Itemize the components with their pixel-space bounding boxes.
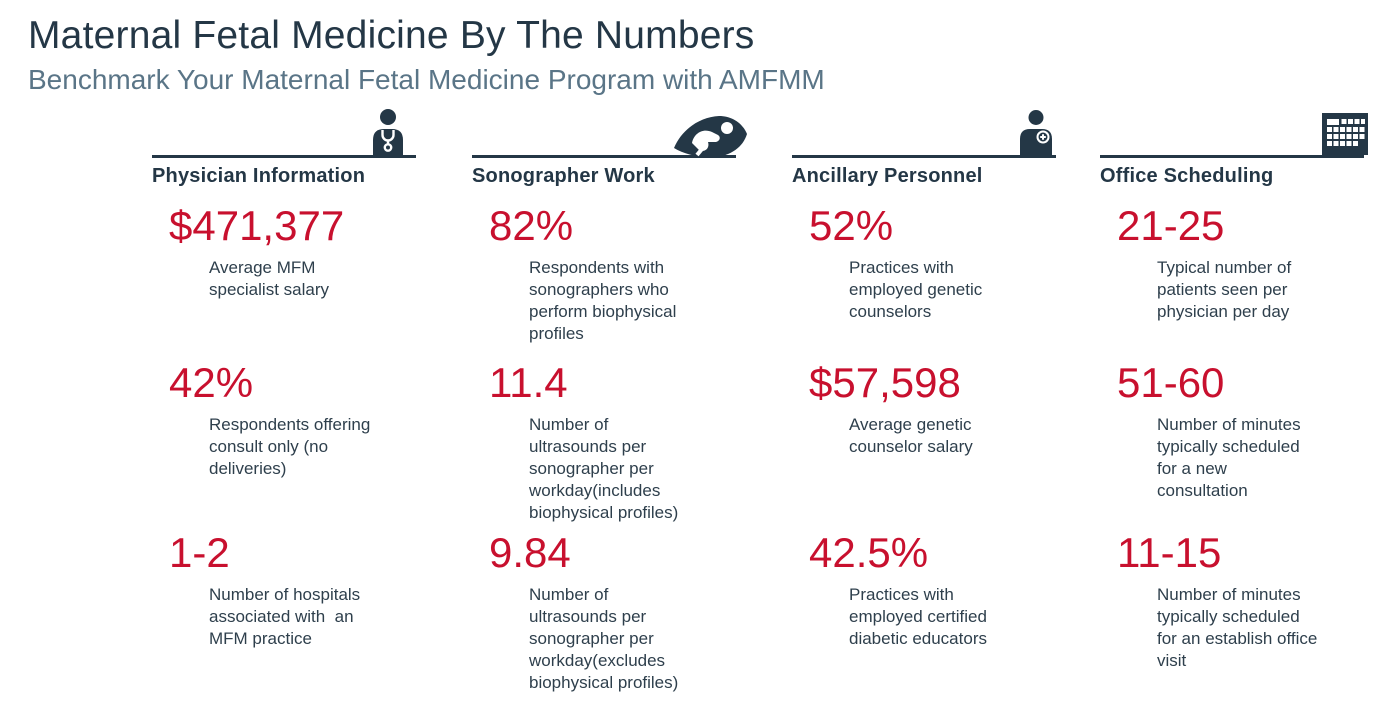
stat-value: 52% [809,202,894,249]
stat-label: Number of minutes typically scheduled fo… [1157,585,1318,671]
stat-label: Respondents with sonographers who perfor… [529,258,677,344]
calendar-icon [1322,113,1368,160]
stat-label: Number of hospitals associated with an M… [209,585,361,649]
stat-label: Number of minutes typically scheduled fo… [1157,415,1301,501]
column-office-scheduling: Office Scheduling 21-25 Typical number o… [1100,112,1370,670]
stat-value: 1-2 [169,529,230,576]
stat-value: 51-60 [1117,359,1225,406]
column-header-rule [1100,112,1370,158]
column-title: Sonographer Work [472,165,655,187]
stat-block: 21-25 Typical number of patients seen pe… [1100,203,1370,323]
page-title: Maternal Fetal Medicine By The Numbers [28,14,755,57]
stat-block: $471,377 Average MFM specialist salary [152,203,422,301]
stat-label: Typical number of patients seen per phys… [1157,258,1292,322]
column-ancillary-personnel: Ancillary Personnel 52% Practices with e… [792,109,1062,648]
stat-value: $471,377 [169,202,345,249]
stat-label: Average MFM specialist salary [209,258,329,300]
stat-label: Practices with employed genetic counselo… [849,258,983,322]
stat-label: Number of ultrasounds per sonographer pe… [529,585,679,693]
stat-block: 42.5% Practices with employed certified … [792,530,1062,650]
stat-label: Average genetic counselor salary [849,415,973,457]
stat-value: 9.84 [489,529,571,576]
divider [1100,155,1364,158]
column-title: Ancillary Personnel [792,165,983,187]
stat-value: 21-25 [1117,202,1225,249]
column-header-rule [152,109,422,158]
page-subtitle: Benchmark Your Maternal Fetal Medicine P… [28,64,825,95]
divider [152,155,416,158]
stat-block: 52% Practices with employed genetic coun… [792,203,1062,323]
ultrasound-icon [672,113,750,164]
stat-value: 11.4 [489,359,568,406]
stat-value: 11-15 [1117,529,1222,576]
column-physician-information: Physician Information $471,377 Average M… [152,109,422,648]
column-header-rule [792,109,1062,160]
stat-label: Number of ultrasounds per sonographer pe… [529,415,679,523]
column-title: Physician Information [152,165,366,187]
stat-value: 42.5% [809,529,929,576]
stat-block: $57,598 Average genetic counselor salary [792,360,1062,458]
stat-block: 11-15 Number of minutes typically schedu… [1100,530,1370,672]
stat-label: Practices with employed certified diabet… [849,585,987,649]
stat-value: $57,598 [809,359,961,406]
stat-value: 82% [489,202,574,249]
stat-block: 1-2 Number of hospitals associated with … [152,530,422,650]
stat-label: Respondents offering consult only (no de… [209,415,371,479]
person-plus-icon [1016,109,1056,160]
stat-block: 9.84 Number of ultrasounds per sonograph… [472,530,742,694]
physician-icon [366,108,410,160]
column-sonographer-work: Sonographer Work 82% Respondents with so… [472,112,747,692]
stat-block: 51-60 Number of minutes typically schedu… [1100,360,1370,502]
stat-block: 42% Respondents offering consult only (n… [152,360,422,480]
divider [792,155,1056,158]
stat-block: 82% Respondents with sonographers who pe… [472,203,742,345]
stat-value: 42% [169,359,254,406]
column-header-rule [472,112,747,158]
stat-block: 11.4 Number of ultrasounds per sonograph… [472,360,742,524]
column-title: Office Scheduling [1100,165,1274,187]
divider [472,155,736,158]
